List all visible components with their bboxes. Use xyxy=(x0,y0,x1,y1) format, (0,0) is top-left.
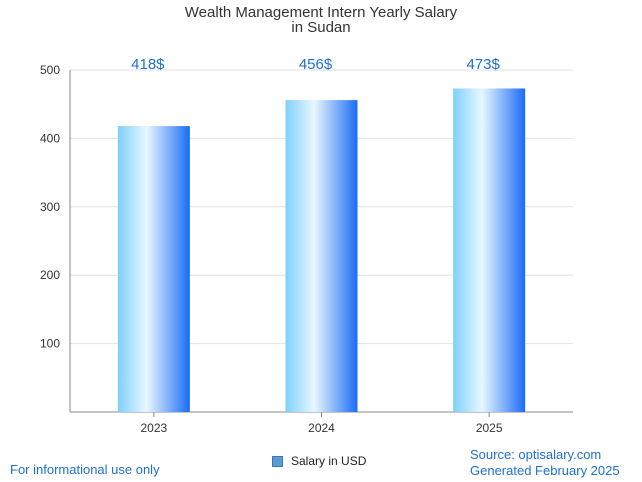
legend-label: Salary in USD xyxy=(291,454,367,468)
y-tick-label: 200 xyxy=(40,268,60,282)
generated-date: Generated February 2025 xyxy=(470,463,620,478)
source-link[interactable]: Source: optisalary.com xyxy=(470,447,602,462)
bars xyxy=(117,88,526,412)
y-tick-label: 100 xyxy=(40,337,60,351)
bar-2023 xyxy=(117,126,190,412)
informational-note: For informational use only xyxy=(10,462,160,477)
data-label-2024: 456$ xyxy=(299,56,333,73)
x-tick-label: 2024 xyxy=(308,421,335,435)
data-labels: 418$ 456$ 473$ xyxy=(131,56,500,73)
data-label-2025: 473$ xyxy=(466,56,500,73)
data-label-2023: 418$ xyxy=(131,56,165,73)
x-tick-label: 2025 xyxy=(476,421,503,435)
y-tick-label: 400 xyxy=(40,131,60,145)
y-tick-label: 500 xyxy=(40,63,60,77)
chart-title-line-2: in Sudan xyxy=(291,19,351,36)
legend: Salary in USD xyxy=(272,454,366,468)
bar-2024 xyxy=(285,100,358,412)
source-block: Source: optisalary.com Generated Februar… xyxy=(470,447,620,479)
chart-title-line-1: Wealth Management Intern Yearly Salary xyxy=(184,4,458,21)
x-tick-label: 2023 xyxy=(140,421,167,435)
legend-swatch xyxy=(272,455,283,467)
y-tick-label: 300 xyxy=(40,200,60,214)
bar-2025 xyxy=(453,88,526,412)
